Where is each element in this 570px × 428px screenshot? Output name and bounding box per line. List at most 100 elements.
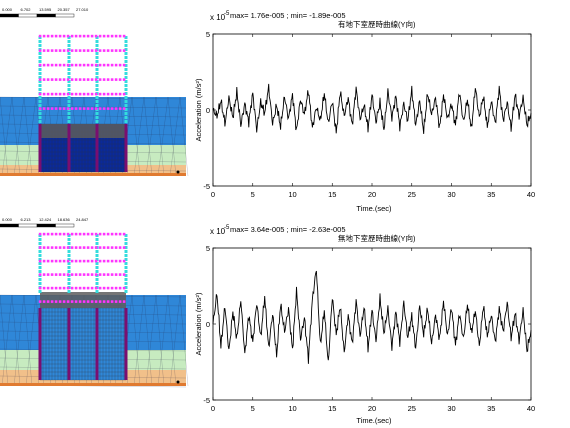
basement-column: [95, 308, 99, 380]
column-node: [38, 56, 42, 59]
beam-node: [114, 107, 118, 110]
mesh-line: [169, 96, 181, 177]
beam-node: [66, 286, 70, 290]
beam-node: [98, 107, 102, 110]
x-tick-label: 0: [211, 190, 215, 199]
beam-node: [122, 232, 126, 236]
beam-node: [106, 107, 110, 110]
x-axis-label: Time.(sec): [356, 204, 392, 213]
column-node: [38, 72, 42, 75]
scale-bar-label: 20.357: [58, 7, 71, 12]
mesh-line: [0, 96, 9, 177]
beam-node: [110, 232, 114, 236]
column-node: [67, 258, 71, 261]
mesh-line: [167, 294, 177, 387]
beam-node: [42, 63, 46, 67]
beam-node: [94, 63, 98, 67]
beam-node: [58, 259, 62, 263]
beam-node: [66, 300, 70, 303]
beam-node: [114, 246, 118, 249]
beam-node: [82, 286, 86, 290]
beam-node: [86, 273, 90, 276]
beam-node: [42, 107, 46, 110]
max-min-annotation: max= 3.64e-005 ; min= -2.63e-005: [230, 225, 346, 234]
beam-node: [110, 246, 114, 249]
mesh-line: [23, 294, 33, 387]
beam-node: [94, 107, 98, 110]
column-node: [67, 250, 71, 253]
beam-node: [50, 232, 54, 236]
foundation-strip: [0, 383, 186, 386]
beam-node: [50, 273, 54, 276]
column-node: [67, 238, 71, 241]
beam-node: [86, 232, 90, 236]
beam-node: [110, 92, 114, 96]
column-node: [67, 60, 71, 63]
mesh-line: [11, 294, 21, 387]
mesh-line: [131, 96, 141, 177]
beam-node: [122, 49, 126, 52]
beam-node: [38, 300, 42, 303]
y-tick-label: -5: [203, 396, 210, 405]
column-node: [124, 72, 128, 75]
beam-node: [58, 273, 62, 276]
beam-node: [78, 273, 82, 276]
column-node: [95, 96, 99, 99]
beam-node: [78, 63, 82, 67]
ground-floor-wall: [40, 292, 126, 308]
scale-bar-segment: [18, 13, 38, 18]
beam-node: [54, 300, 58, 303]
column-node: [38, 36, 42, 39]
beam-node: [38, 63, 42, 67]
beam-node: [62, 286, 66, 290]
column-node: [124, 84, 128, 87]
column-node: [124, 108, 128, 111]
beam-node: [106, 34, 110, 38]
column-node: [38, 40, 42, 43]
y-tick-label: 5: [206, 244, 210, 253]
beam-node: [122, 300, 126, 303]
beam-node: [38, 78, 42, 81]
column-node: [38, 116, 42, 119]
column-node: [124, 64, 128, 67]
scale-bar-segment: [55, 13, 75, 18]
column-node: [124, 112, 128, 115]
mesh-line: [179, 294, 189, 387]
beam-node: [114, 34, 118, 38]
beam-node: [114, 300, 118, 303]
scale-bar-label: 0.000: [2, 7, 13, 12]
plot-frame: [212, 33, 532, 187]
beam-node: [58, 49, 62, 52]
beam-node: [110, 49, 114, 52]
x-tick-label: 5: [251, 190, 255, 199]
beam-node: [70, 259, 74, 263]
column-node: [95, 112, 99, 115]
column-node: [124, 266, 128, 269]
column-node: [124, 96, 128, 99]
beam-node: [38, 286, 42, 290]
basement-column: [95, 124, 99, 172]
model-bottom: 0.000 6.213 12.424 18.636 24.847: [0, 217, 189, 388]
scale-bar-label: 12.424: [39, 217, 52, 222]
column-node: [124, 52, 128, 55]
beam-node: [46, 63, 50, 67]
mesh-line: [0, 105, 187, 109]
column-node: [95, 254, 99, 257]
beam-node: [102, 286, 106, 290]
beam-node: [46, 49, 50, 52]
y-tick-label: 0: [206, 106, 210, 115]
beam-node: [110, 34, 114, 38]
column-node: [38, 266, 42, 269]
mesh-line: [167, 96, 177, 177]
beam-node: [114, 273, 118, 276]
column-node: [67, 262, 71, 265]
beam-node: [106, 49, 110, 52]
x-tick-label: 25: [408, 190, 416, 199]
beam-node: [94, 34, 98, 38]
column-node: [124, 104, 128, 107]
beam-node: [82, 107, 86, 110]
column-node: [67, 56, 71, 59]
beam-node: [106, 259, 110, 263]
beam-node: [74, 34, 78, 38]
beam-node: [122, 107, 126, 110]
